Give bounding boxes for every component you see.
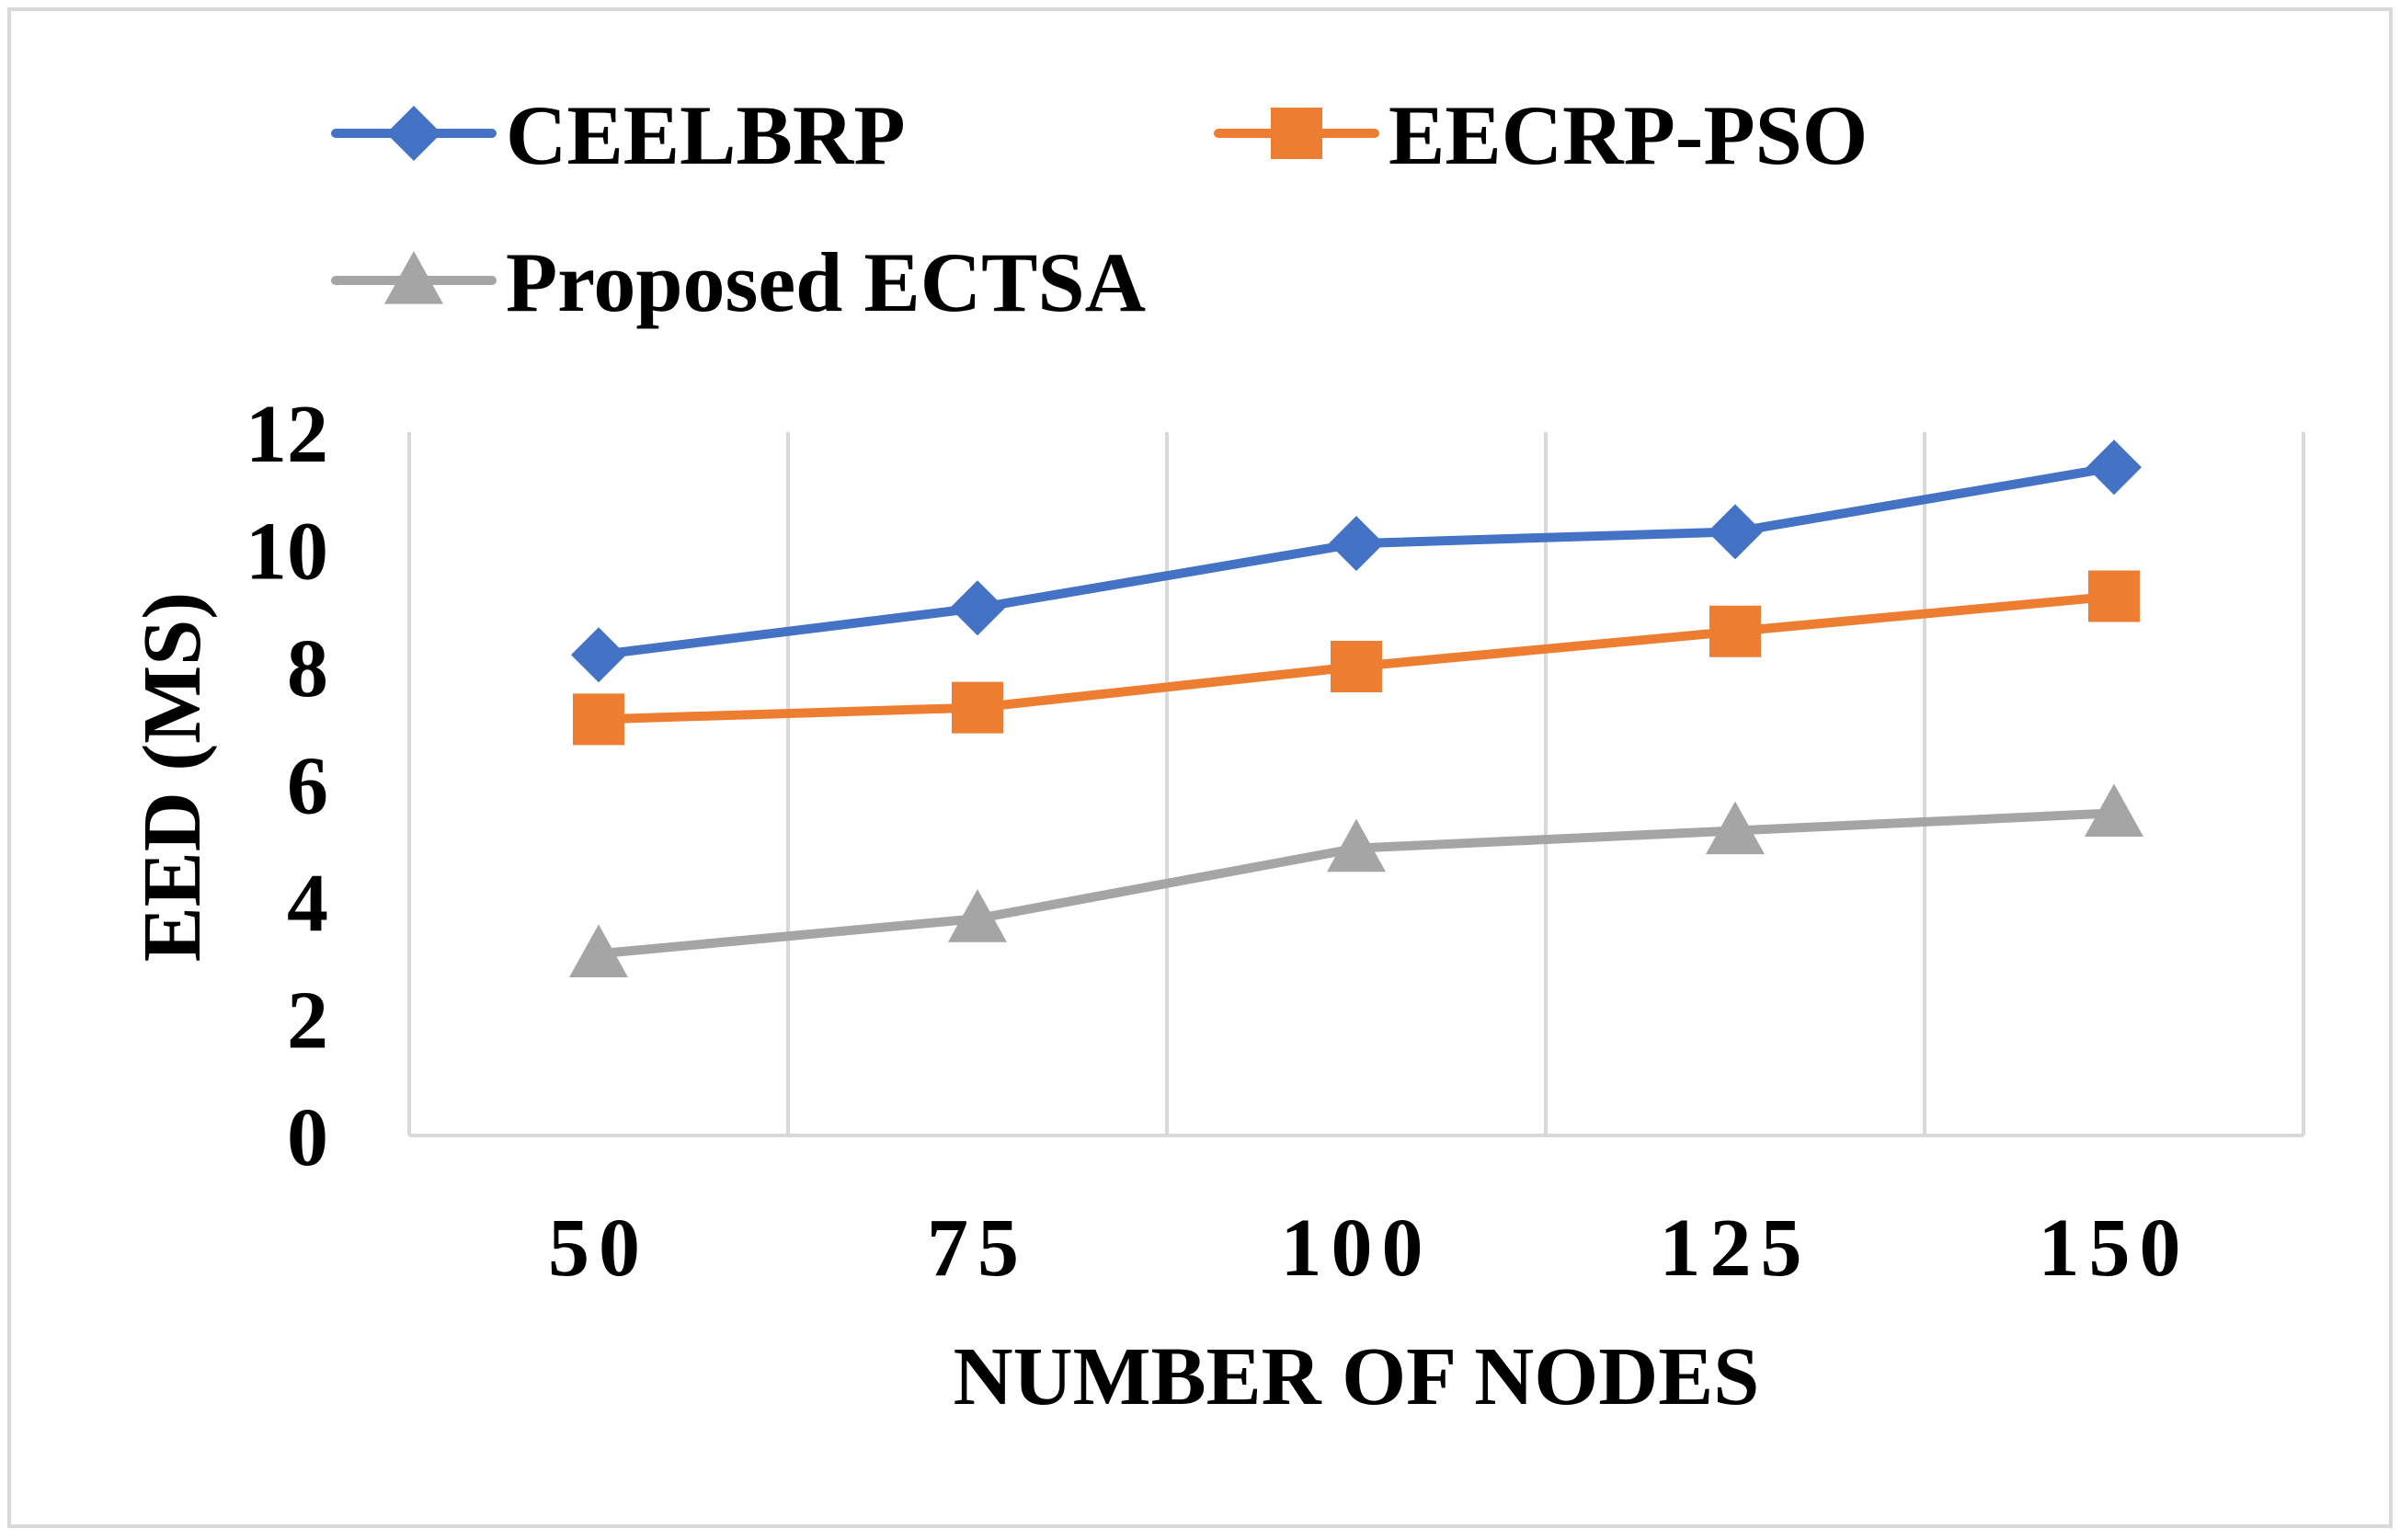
x-tick-labels: 50 75 100 125 150 xyxy=(548,1203,2190,1294)
legend: CEELBRP EECRP-PSO Proposed ECTSA xyxy=(331,88,1868,329)
legend-marker xyxy=(1271,108,1322,159)
data-point xyxy=(950,580,1005,636)
x-tick-label: 125 xyxy=(1660,1203,1811,1294)
legend-item: Proposed ECTSA xyxy=(331,235,1146,329)
legend-label: CEELBRP xyxy=(506,88,906,182)
data-point xyxy=(1327,818,1386,873)
data-point xyxy=(952,681,1003,734)
y-tick-label: 6 xyxy=(287,741,328,832)
legend-item: CEELBRP xyxy=(331,88,906,182)
x-tick-label: 50 xyxy=(548,1203,649,1294)
legend-label: Proposed ECTSA xyxy=(506,235,1146,329)
legend-marker xyxy=(384,251,443,304)
y-tick-label: 0 xyxy=(287,1092,328,1183)
y-tick-label: 2 xyxy=(287,975,328,1067)
y-tick-label: 8 xyxy=(287,623,328,714)
y-tick-labels: 0 2 4 6 8 10 12 xyxy=(246,389,328,1183)
data-point xyxy=(1708,504,1763,560)
legend-label: EECRP-PSO xyxy=(1389,88,1868,182)
data-point xyxy=(1329,516,1384,572)
legend-item: EECRP-PSO xyxy=(1214,88,1868,182)
chart-border xyxy=(7,7,2393,1528)
legend-marker xyxy=(386,106,441,161)
data-point xyxy=(1706,801,1765,855)
data-point xyxy=(2085,783,2143,837)
x-tick-label: 150 xyxy=(2039,1203,2190,1294)
gridlines xyxy=(407,432,2305,1135)
y-tick-label: 10 xyxy=(246,507,328,598)
data-point xyxy=(571,627,626,683)
data-point xyxy=(569,924,628,977)
data-point xyxy=(2086,439,2142,496)
data-point xyxy=(573,693,624,746)
y-tick-label: 12 xyxy=(246,389,328,480)
y-axis-title: EED (MS) xyxy=(127,592,218,963)
x-tick-label: 100 xyxy=(1281,1203,1433,1294)
y-tick-label: 4 xyxy=(287,858,328,949)
data-point xyxy=(1331,641,1382,692)
data-point xyxy=(1709,605,1761,657)
x-tick-label: 75 xyxy=(927,1203,1028,1294)
data-point xyxy=(2088,570,2140,622)
series-markers xyxy=(569,439,2143,977)
x-axis-title: NUMBER OF NODES xyxy=(954,1331,1760,1422)
data-point xyxy=(948,889,1007,942)
